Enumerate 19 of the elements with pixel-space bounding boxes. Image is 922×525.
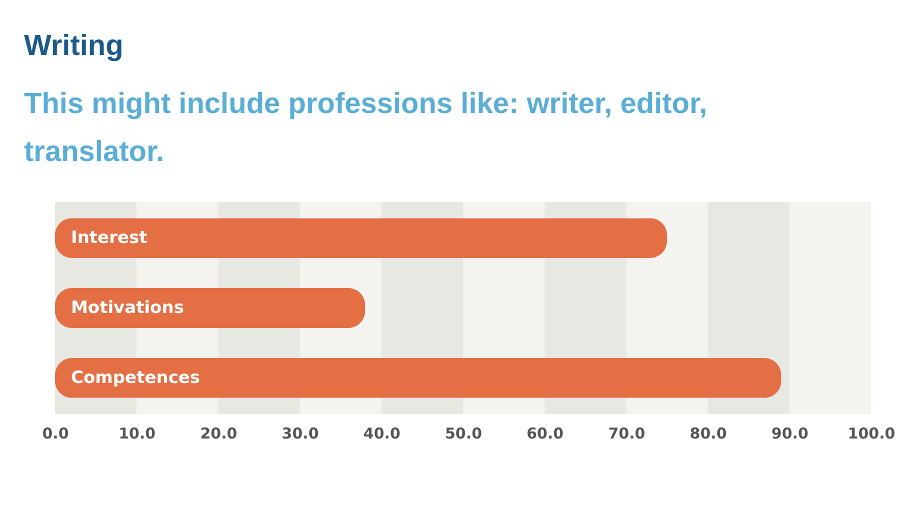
chart-title: Writing — [24, 30, 124, 63]
bar — [55, 218, 667, 258]
x-tick-label: 80.0 — [690, 424, 727, 442]
x-tick-label: 60.0 — [526, 424, 564, 442]
x-tick-label: 100.0 — [848, 424, 896, 442]
chart-subtitle: This might include professions like: writer, editor, translator. — [24, 87, 708, 170]
x-tick-label: 10.0 — [118, 424, 156, 442]
y-tick-label: Competences — [71, 368, 200, 388]
x-tick-label: 40.0 — [363, 424, 400, 442]
y-tick-label: Interest — [71, 228, 148, 248]
x-tick-label: 0.0 — [42, 424, 69, 442]
x-tick-label: 90.0 — [771, 424, 808, 442]
bar — [55, 288, 366, 328]
x-tick-label: 70.0 — [608, 424, 646, 442]
x-tick-label: 50.0 — [444, 424, 482, 442]
bar — [55, 358, 782, 398]
x-tick-label: 30.0 — [282, 424, 319, 442]
y-tick-label: Motivations — [71, 298, 184, 318]
x-tick-label: 20.0 — [200, 424, 238, 442]
